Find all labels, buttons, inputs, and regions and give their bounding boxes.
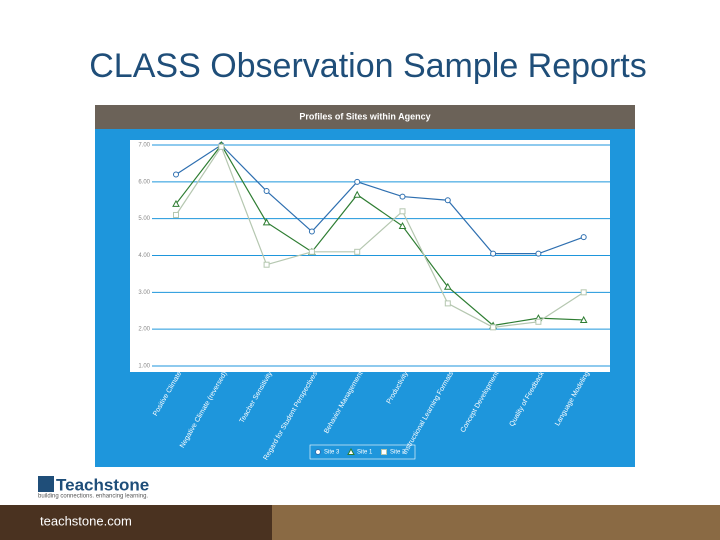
y-tick-label: 7.00 bbox=[138, 143, 150, 149]
legend-label: Site 2 bbox=[390, 450, 406, 456]
data-point bbox=[490, 250, 497, 257]
data-point bbox=[398, 221, 407, 230]
series-line bbox=[175, 143, 584, 327]
legend-marker bbox=[381, 449, 387, 455]
data-point bbox=[262, 218, 271, 226]
data-point bbox=[218, 143, 225, 150]
data-point bbox=[580, 289, 587, 296]
data-point bbox=[173, 211, 179, 218]
data-point bbox=[535, 318, 542, 325]
data-point bbox=[263, 261, 270, 268]
footer-dark bbox=[0, 505, 272, 540]
legend-label: Site 3 bbox=[324, 450, 340, 456]
data-point bbox=[443, 282, 452, 290]
y-tick-label: 6.00 bbox=[138, 179, 150, 185]
logo: Teachstone bbox=[56, 475, 149, 494]
tagline: building connections. enhancing learning… bbox=[38, 494, 148, 500]
series-line bbox=[175, 144, 584, 255]
slide-title: CLASS Observation Sample Reports bbox=[89, 47, 646, 85]
data-point bbox=[172, 199, 180, 207]
data-point bbox=[354, 178, 361, 185]
legend-marker bbox=[315, 449, 321, 455]
series-line bbox=[175, 145, 585, 328]
chart-title: Profiles of Sites within Agency bbox=[299, 111, 430, 121]
data-point bbox=[579, 315, 588, 323]
data-point bbox=[308, 228, 315, 235]
data-point bbox=[444, 300, 451, 307]
legend-label: Site 1 bbox=[357, 450, 373, 456]
y-tick-label: 5.00 bbox=[138, 216, 150, 222]
data-point bbox=[490, 324, 497, 331]
logo-icon bbox=[38, 476, 54, 492]
y-tick-label: 4.00 bbox=[138, 253, 150, 259]
data-point bbox=[399, 208, 406, 215]
footer-text: teachstone.com bbox=[40, 513, 132, 528]
data-point bbox=[580, 234, 587, 241]
data-point bbox=[535, 250, 542, 257]
data-point bbox=[353, 190, 362, 198]
data-point bbox=[399, 193, 406, 200]
y-tick-label: 2.00 bbox=[138, 327, 150, 333]
legend-box bbox=[309, 444, 416, 460]
data-point bbox=[354, 248, 361, 255]
data-point bbox=[263, 188, 270, 195]
data-point bbox=[173, 171, 179, 178]
data-point bbox=[444, 197, 451, 204]
data-point bbox=[308, 248, 315, 255]
chart-title-bar bbox=[95, 105, 635, 129]
y-tick-label: 3.00 bbox=[138, 290, 150, 296]
legend-marker bbox=[347, 447, 355, 455]
y-tick-label: 1.00 bbox=[138, 364, 150, 370]
